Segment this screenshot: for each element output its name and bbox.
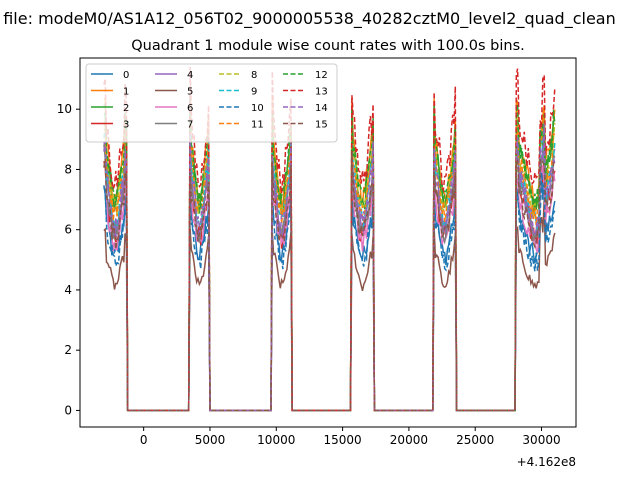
legend-label: 4 bbox=[187, 70, 193, 81]
legend-label: 8 bbox=[251, 70, 257, 81]
legend-label: 3 bbox=[123, 120, 129, 131]
legend-label: 12 bbox=[315, 70, 328, 81]
x-tick-label: 20000 bbox=[390, 433, 428, 447]
y-tick-label: 8 bbox=[64, 162, 72, 176]
legend-box bbox=[85, 63, 338, 143]
figure-suptitle: n file: modeM0/AS1A12_056T02_9000005538_… bbox=[0, 9, 616, 29]
y-tick-label: 4 bbox=[64, 283, 72, 297]
chart-title: Quadrant 1 module wise count rates with … bbox=[131, 38, 525, 54]
plot-frame bbox=[79, 57, 577, 428]
y-axis: 0 2 4 6 8 10 bbox=[57, 102, 80, 417]
legend-label: 1 bbox=[123, 87, 129, 98]
y-tick-label: 0 bbox=[64, 403, 72, 417]
legend-label: 5 bbox=[187, 87, 193, 98]
x-tick-label: 10000 bbox=[257, 433, 295, 447]
legend-label: 0 bbox=[123, 70, 129, 81]
legend-label: 10 bbox=[251, 103, 264, 114]
y-tick-label: 10 bbox=[57, 102, 72, 116]
x-axis: 0 5000 10000 15000 20000 25000 30000 bbox=[140, 427, 561, 447]
plot-lines bbox=[103, 66, 556, 412]
x-offset-label: +4.162e8 bbox=[517, 455, 576, 469]
x-tick-label: 0 bbox=[140, 433, 148, 447]
x-tick-label: 25000 bbox=[456, 433, 494, 447]
legend-label: 11 bbox=[251, 120, 264, 131]
legend-label: 2 bbox=[123, 103, 129, 114]
x-tick-label: 30000 bbox=[522, 433, 560, 447]
legend-label: 7 bbox=[187, 120, 193, 131]
x-tick-label: 5000 bbox=[195, 433, 226, 447]
legend-label: 13 bbox=[315, 87, 328, 98]
y-tick-label: 2 bbox=[64, 343, 72, 357]
y-tick-label: 6 bbox=[64, 223, 72, 237]
x-tick-label: 15000 bbox=[323, 433, 361, 447]
legend-label: 15 bbox=[315, 120, 328, 131]
legend-label: 9 bbox=[251, 87, 257, 98]
series-line-15 bbox=[103, 151, 555, 412]
legend-label: 6 bbox=[187, 103, 193, 114]
legend-label: 14 bbox=[315, 103, 328, 114]
